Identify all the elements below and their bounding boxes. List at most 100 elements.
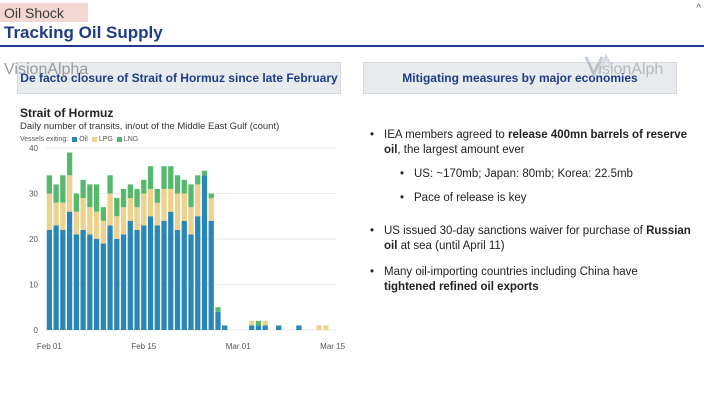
chart-title: Strait of Hormuz [20, 106, 114, 120]
bar-segment-lng [127, 184, 133, 199]
bullet-item: • IEA members agreed to release 400mn bar… [370, 128, 692, 158]
right-panel-header: Mitigating measures by major economies [363, 62, 677, 94]
bullet-run: US issued 30-day sanctions waiver for pu… [384, 225, 647, 237]
bar-segment-oil [66, 211, 73, 330]
y-tick-label: 10 [29, 281, 38, 290]
bar-segment-lpg [60, 202, 66, 230]
legend-item-lpg: LPG [91, 136, 113, 143]
y-tick-label: 0 [34, 326, 39, 335]
legend-text-lpg: LPG [98, 136, 113, 143]
bar-segment-lng [147, 166, 154, 189]
x-tick-label: Feb 01 [37, 342, 62, 351]
left-panel-header-text: De facto closure of Strait of Hormuz sin… [20, 71, 338, 85]
bar-segment-lng [93, 184, 100, 212]
sub-bullet-text: Pace of release is key [414, 192, 527, 204]
bullet-run: IEA members agreed to [384, 129, 509, 141]
legend-swatch-lpg [91, 137, 97, 142]
y-tick-label: 20 [29, 235, 38, 244]
x-tick-label: Mar 15 [320, 342, 345, 351]
watermark-right: VisionAlph [588, 61, 664, 78]
bullet-dot: • [370, 266, 375, 278]
legend-label: Vessels exiting: [20, 136, 69, 143]
bar-segment-lng [134, 188, 140, 208]
bar-segment-lng [181, 179, 187, 194]
x-tick-label: Feb 15 [131, 342, 156, 351]
bar-segment-lng [215, 307, 221, 312]
legend-item-lng: LNG [116, 136, 138, 143]
bar-segment-oil [296, 325, 302, 330]
bar-segment-lpg [134, 207, 140, 230]
bar-segment-oil [188, 234, 194, 330]
bar-segment-lng [114, 198, 120, 217]
bar-segment-lpg [174, 193, 181, 230]
bar-segment-lng [174, 175, 181, 194]
bar-segment-lpg [80, 198, 86, 230]
sub-bullet-dot: • [400, 168, 405, 180]
bullet-item: • US issued 30-day sanctions waiver for p… [370, 224, 692, 254]
bar-segment-lng [66, 152, 73, 176]
bar-segment-oil [249, 325, 255, 330]
bar-segment-lpg [262, 320, 268, 326]
bar-segment-oil [134, 229, 140, 330]
bar-segment-lng [53, 184, 59, 203]
bar-segment-lng [201, 170, 208, 176]
bar-segment-lng [141, 179, 147, 194]
bullet-text: Many oil-importing countries including C… [384, 265, 692, 295]
bar-segment-lng [80, 179, 86, 199]
bar-segment-lpg [141, 193, 147, 226]
bar-segment-lpg [93, 211, 100, 239]
legend-swatch-lng [116, 137, 122, 142]
bar-segment-lng [188, 184, 194, 208]
legend-text-oil: Oil [79, 136, 88, 143]
bar-segment-lpg [46, 193, 53, 230]
legend-swatch-oil [72, 137, 78, 142]
bar-segment-lpg [107, 193, 113, 226]
bar-segment-lpg [120, 207, 127, 235]
bar-segment-lpg [73, 211, 79, 235]
bar-segment-lpg [53, 202, 59, 226]
bar-segment-lpg [188, 207, 194, 235]
bar-segment-lng [46, 175, 53, 194]
bullet-item: • Many oil-importing countries including … [370, 265, 692, 295]
section-tag: Oil Shock [0, 3, 88, 22]
bar-segment-lpg [195, 184, 201, 217]
bar-segment-lpg [323, 325, 329, 330]
bullet-dot: • [370, 129, 375, 141]
bar-segment-oil [181, 220, 187, 330]
y-tick-label: 30 [29, 190, 38, 199]
bar-segment-oil [107, 225, 113, 330]
corner-mark: ^ [696, 3, 701, 14]
bullet-run: , the largest amount ever [397, 144, 525, 156]
y-tick-label: 40 [29, 144, 38, 153]
bar-segment-oil [60, 229, 66, 330]
bullet-text: US issued 30-day sanctions waiver for pu… [384, 224, 692, 254]
bullet-emphasis: tightened refined oil exports [384, 281, 539, 293]
bar-segment-lpg [127, 198, 133, 221]
bar-segment-oil [141, 225, 147, 330]
bar-segment-oil [161, 220, 167, 330]
bar-segment-oil [168, 211, 174, 330]
section-tag-label: Oil Shock [4, 5, 64, 21]
bar-segment-oil [208, 220, 214, 330]
bar-segment-lng [120, 188, 127, 208]
bar-segment-oil [73, 234, 79, 330]
bar-segment-oil [276, 325, 282, 330]
watermark-left: VisionAlpha [4, 61, 89, 78]
bar-segment-oil [93, 239, 100, 330]
bullet-run: Many oil-importing countries including C… [384, 266, 638, 278]
bar-segment-lpg [249, 320, 255, 326]
bar-segment-lpg [168, 188, 174, 212]
bar-segment-lpg [66, 175, 73, 212]
bar-segment-lpg [154, 202, 160, 226]
bar-segment-oil [262, 325, 268, 330]
page-title: Tracking Oil Supply [4, 23, 163, 42]
watermark-logo-icon [584, 54, 614, 78]
bullet-emphasis: Russian oil [384, 225, 691, 252]
bar-segment-lng [255, 320, 262, 326]
bar-segment-lng [107, 175, 113, 194]
x-tick-label: Mar 01 [226, 342, 251, 351]
legend-item-oil: Oil [72, 136, 88, 143]
bar-segment-oil [87, 234, 93, 330]
bar-segment-oil [53, 225, 59, 330]
